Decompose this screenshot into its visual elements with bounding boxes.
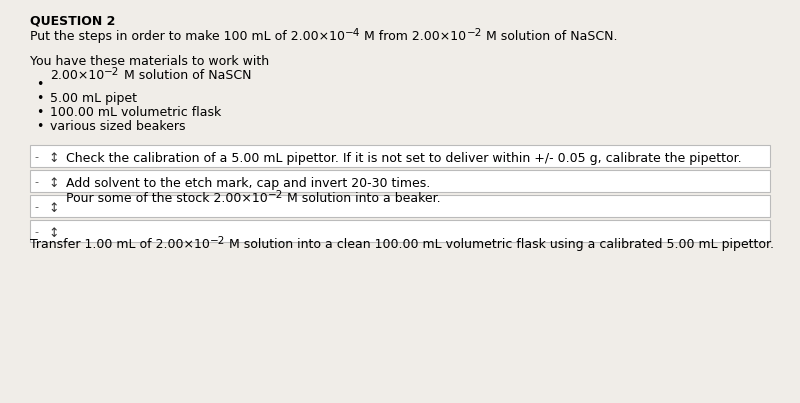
Text: M solution of NaSCN.: M solution of NaSCN.	[482, 30, 618, 43]
Text: −2: −2	[210, 236, 226, 246]
Text: ↕: ↕	[48, 202, 58, 215]
Text: Add solvent to the etch mark, cap and invert 20-30 times.: Add solvent to the etch mark, cap and in…	[66, 177, 430, 190]
Text: −2: −2	[104, 67, 120, 77]
Text: M solution into a clean 100.00 mL volumetric flask using a calibrated 5.00 mL pi: M solution into a clean 100.00 mL volume…	[226, 238, 774, 251]
Text: ↕: ↕	[48, 152, 58, 165]
Text: −4: −4	[345, 28, 360, 38]
Text: Pour some of the stock 2.00×10: Pour some of the stock 2.00×10	[66, 192, 268, 205]
Text: •: •	[36, 92, 43, 105]
Text: •: •	[36, 78, 43, 91]
Text: You have these materials to work with: You have these materials to work with	[30, 55, 269, 68]
Text: ↕: ↕	[48, 177, 58, 190]
Text: M solution of NaSCN: M solution of NaSCN	[120, 69, 251, 82]
Text: -: -	[34, 177, 38, 187]
Text: −2: −2	[466, 28, 482, 38]
Text: various sized beakers: various sized beakers	[50, 120, 186, 133]
Text: Put the steps in order to make 100 mL of 2.00×10: Put the steps in order to make 100 mL of…	[30, 30, 345, 43]
Text: M solution into a beaker.: M solution into a beaker.	[283, 192, 441, 205]
FancyBboxPatch shape	[30, 195, 770, 217]
Text: Check the calibration of a 5.00 mL pipettor. If it is not set to deliver within : Check the calibration of a 5.00 mL pipet…	[66, 152, 742, 165]
Text: -: -	[34, 152, 38, 162]
Text: 5.00 mL pipet: 5.00 mL pipet	[50, 92, 137, 105]
Text: -: -	[34, 202, 38, 212]
Text: 2.00×10: 2.00×10	[50, 69, 104, 82]
Text: •: •	[36, 106, 43, 119]
Text: −2: −2	[268, 190, 283, 200]
FancyBboxPatch shape	[30, 170, 770, 192]
Text: QUESTION 2: QUESTION 2	[30, 14, 115, 27]
Text: ↕: ↕	[48, 227, 58, 240]
Text: 100.00 mL volumetric flask: 100.00 mL volumetric flask	[50, 106, 222, 119]
Text: M from 2.00×10: M from 2.00×10	[360, 30, 466, 43]
Text: -: -	[34, 227, 38, 237]
FancyBboxPatch shape	[30, 145, 770, 167]
FancyBboxPatch shape	[30, 220, 770, 242]
Text: Transfer 1.00 mL of 2.00×10: Transfer 1.00 mL of 2.00×10	[30, 238, 210, 251]
Text: •: •	[36, 120, 43, 133]
